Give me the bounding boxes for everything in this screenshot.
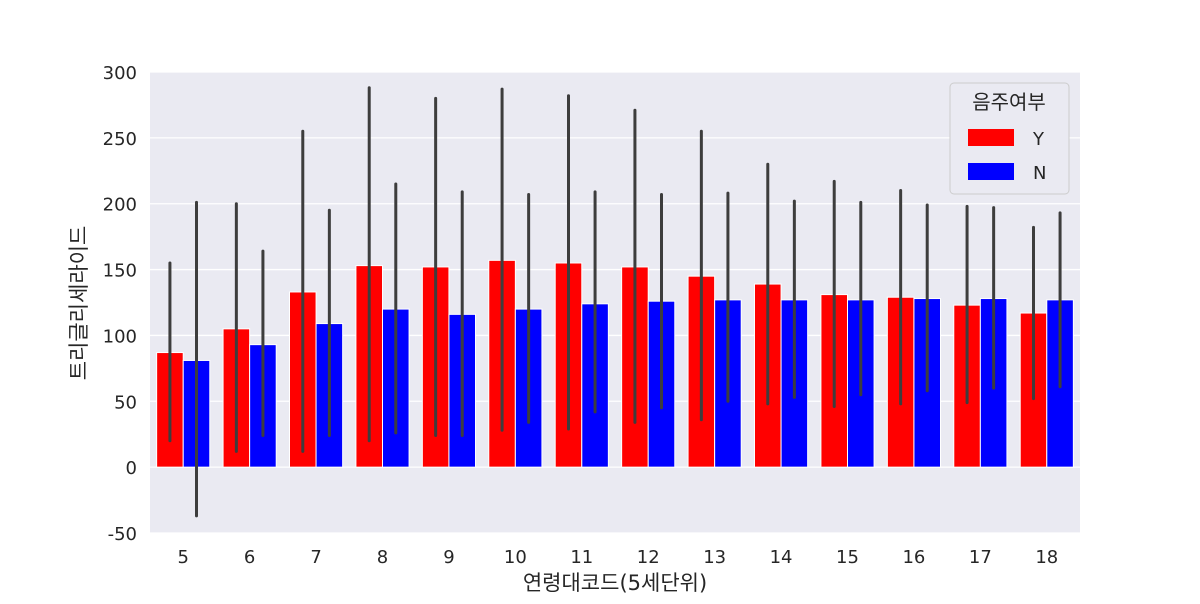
y-axis-label: 트리글리세라이드 <box>67 226 91 381</box>
y-tick-label: 0 <box>126 458 137 479</box>
y-tick-label: 50 <box>114 392 137 413</box>
x-tick-label: 17 <box>969 547 992 568</box>
y-tick-label: -50 <box>108 524 137 545</box>
legend: 음주여부 Y N <box>949 82 1070 195</box>
legend-label-n: N <box>1033 163 1046 184</box>
y-tick-label: 100 <box>103 326 137 347</box>
x-tick-label: 14 <box>770 547 793 568</box>
x-tick-label: 11 <box>570 547 593 568</box>
x-tick-label: 16 <box>902 547 925 568</box>
legend-swatch-n <box>968 163 1014 180</box>
y-tick-label: 200 <box>103 195 137 216</box>
legend-swatch-y <box>968 129 1014 146</box>
y-tick-labels: -50 0 50 100 150 200 250 300 <box>103 63 137 545</box>
x-tick-label: 5 <box>177 547 188 568</box>
legend-label-y: Y <box>1032 129 1045 150</box>
x-tick-label: 15 <box>836 547 859 568</box>
x-tick-label: 9 <box>443 547 454 568</box>
x-tick-label: 7 <box>310 547 321 568</box>
error-bars <box>168 86 1062 518</box>
y-tick-label: 300 <box>103 63 137 84</box>
x-tick-label: 13 <box>703 547 726 568</box>
x-tick-label: 18 <box>1035 547 1058 568</box>
legend-title: 음주여부 <box>972 90 1046 114</box>
x-tick-label: 12 <box>637 547 660 568</box>
y-tick-label: 150 <box>103 261 137 282</box>
x-tick-label: 8 <box>377 547 388 568</box>
x-tick-label: 10 <box>504 547 527 568</box>
x-tick-label: 6 <box>244 547 255 568</box>
x-tick-labels: 5 6 7 8 9 10 11 12 13 14 15 16 17 18 <box>177 547 1058 568</box>
y-tick-label: 250 <box>103 129 137 150</box>
x-axis-label: 연령대코드(5세단위) <box>523 571 707 595</box>
